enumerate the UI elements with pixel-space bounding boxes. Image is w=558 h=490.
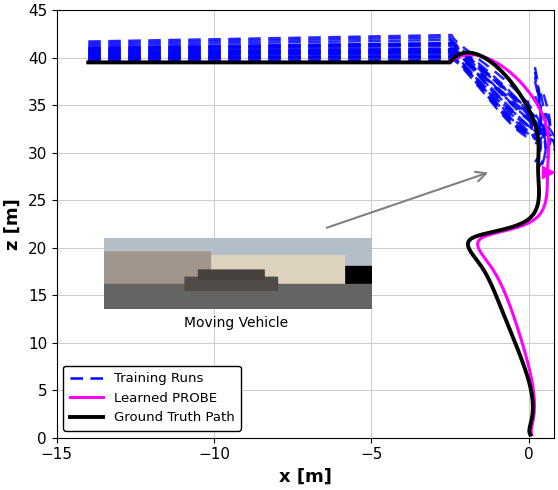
- Training Runs: [498, 105, 505, 111]
- Ground Truth Path: [529, 396, 536, 402]
- Ground Truth Path: [519, 95, 526, 100]
- X-axis label: x [m]: x [m]: [279, 468, 332, 486]
- Learned PROBE: [85, 59, 92, 65]
- Training Runs: [85, 55, 92, 61]
- Training Runs: [532, 69, 538, 75]
- Learned PROBE: [545, 145, 552, 150]
- Y-axis label: z [m]: z [m]: [4, 198, 22, 250]
- Text: Moving Vehicle: Moving Vehicle: [184, 316, 288, 330]
- Training Runs: [275, 53, 281, 59]
- Ground Truth Path: [527, 432, 533, 438]
- Training Runs: [475, 78, 482, 84]
- Training Runs: [489, 94, 496, 100]
- Ground Truth Path: [465, 49, 472, 55]
- Learned PROBE: [182, 59, 189, 65]
- Learned PROBE: [482, 256, 489, 262]
- Ground Truth Path: [535, 147, 542, 153]
- Training Runs: [187, 54, 194, 60]
- Learned PROBE: [528, 432, 535, 438]
- Ground Truth Path: [473, 256, 479, 262]
- Learned PROBE: [531, 396, 537, 402]
- Learned PROBE: [531, 397, 538, 403]
- Training Runs: [530, 130, 536, 136]
- Ground Truth Path: [182, 59, 189, 65]
- Ground Truth Path: [529, 397, 536, 403]
- Legend: Training Runs, Learned PROBE, Ground Truth Path: Training Runs, Learned PROBE, Ground Tru…: [64, 366, 241, 431]
- Learned PROBE: [527, 91, 534, 97]
- Ground Truth Path: [85, 59, 92, 65]
- Training Runs: [449, 51, 455, 57]
- Training Runs: [536, 123, 543, 129]
- Learned PROBE: [467, 52, 474, 58]
- Line: Learned PROBE: Learned PROBE: [88, 55, 549, 435]
- Line: Training Runs: Training Runs: [88, 54, 541, 133]
- Line: Ground Truth Path: Ground Truth Path: [88, 52, 539, 435]
